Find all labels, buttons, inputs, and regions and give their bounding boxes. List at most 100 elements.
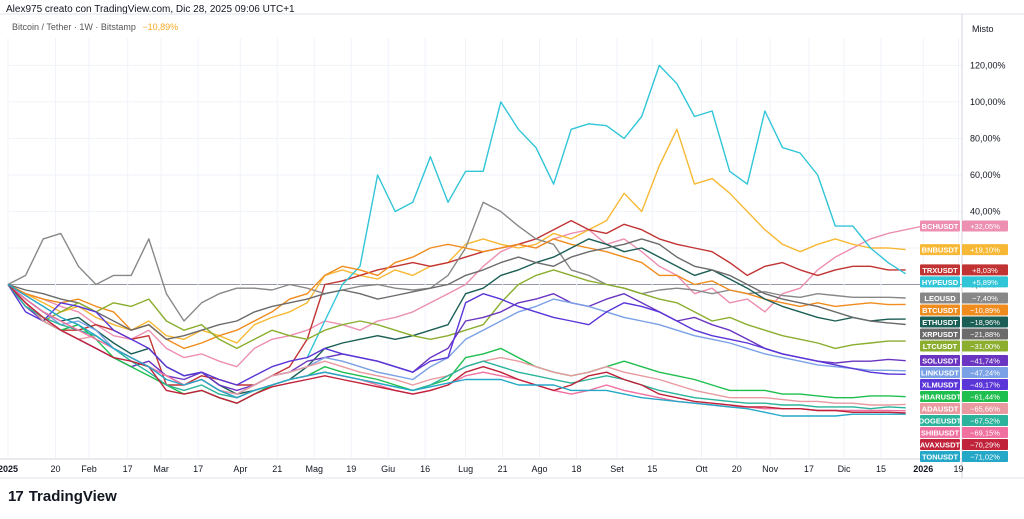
series-value-text: −70,29% — [970, 441, 1000, 450]
series-name-text: BNBUSDT — [922, 246, 959, 255]
series-name-text: LEOUSD — [924, 294, 956, 303]
x-tick-label: 19 — [346, 464, 356, 474]
series-name-text: TRXUSDT — [922, 266, 958, 275]
series-label-ethusdt[interactable]: ETHUSDT −18,96% — [920, 316, 1008, 328]
x-tick-label: Lug — [458, 464, 473, 474]
series-line-hypeusd[interactable] — [306, 64, 907, 358]
axis-mode-label[interactable]: Misto — [972, 24, 994, 34]
series-value-text: −61,44% — [970, 393, 1000, 402]
series-label-leousd[interactable]: LEOUSD −7,40% — [920, 292, 1008, 304]
x-tick-label: Feb — [81, 464, 97, 474]
series-label-hbarusdt[interactable]: HBARUSDT −61,44% — [919, 391, 1008, 402]
series-value-badge — [962, 403, 1008, 414]
series-label-ltcusdt[interactable]: LTCUSDT −31,00% — [920, 340, 1008, 352]
x-tick-label: 17 — [193, 464, 203, 474]
series-label-xlmusdt[interactable]: XLMUSDT −49,17% — [920, 379, 1008, 390]
series-value-text: −21,88% — [970, 330, 1000, 339]
y-tick-label: 120,00% — [970, 60, 1006, 70]
x-tick-label: 2025 — [0, 464, 18, 474]
series-value-badge — [962, 220, 1008, 232]
series-name-badge — [920, 379, 960, 390]
series-name-badge — [920, 391, 960, 402]
series-value-text: +19,10% — [970, 246, 1000, 255]
series-label-btcusdt[interactable]: BTCUSDT −10,89% — [920, 304, 1008, 316]
y-tick-label: 100,00% — [970, 97, 1006, 107]
series-value-text: −47,24% — [970, 369, 1000, 378]
series-name-badge — [920, 264, 960, 276]
series-name-badge — [920, 427, 960, 438]
x-tick-label: Giu — [381, 464, 395, 474]
series-name-text: HBARUSDT — [919, 393, 962, 402]
series-label-tonusdt[interactable]: TONUSDT −71,02% — [920, 451, 1008, 462]
tradingview-logo-mark: 17 — [8, 488, 24, 505]
series-label-adausdt[interactable]: ADAUSDT −65,66% — [920, 403, 1008, 414]
series-line-avaxusdt[interactable] — [7, 284, 906, 414]
series-value-badge — [962, 264, 1008, 276]
series-label-bnbusdt[interactable]: BNBUSDT +19,10% — [920, 244, 1008, 256]
series-name-badge — [920, 367, 960, 378]
series-label-xrpusdt[interactable]: XRPUSDT −21,88% — [920, 328, 1008, 340]
series-name-badge — [920, 328, 960, 340]
series-line-trxusdt[interactable] — [7, 219, 906, 386]
series-name-text: TONUSDT — [922, 453, 959, 462]
series-line-leousd[interactable] — [7, 201, 906, 322]
series-name-badge — [920, 340, 960, 352]
y-tick-label: 40,00% — [970, 206, 1001, 216]
series-value-text: −7,40% — [972, 294, 998, 303]
series-name-badge — [920, 403, 960, 414]
series-line-xlmusdt[interactable] — [7, 284, 906, 386]
series-line-ltcusdt[interactable] — [7, 269, 906, 350]
x-tick-label: Dic — [838, 464, 851, 474]
series-label-shibusdt[interactable]: SHIBUSDT −69,15% — [920, 427, 1008, 438]
tradingview-logo[interactable]: 17 TradingView — [8, 488, 117, 505]
series-name-text: BTCUSDT — [922, 306, 958, 315]
series-value-text: −49,17% — [970, 381, 1000, 390]
series-label-linkusdt[interactable]: LINKUSDT −47,24% — [920, 367, 1008, 378]
series-value-text: −65,66% — [970, 405, 1000, 414]
series-line-xrpusdt[interactable] — [7, 238, 906, 340]
x-tick-label: 17 — [804, 464, 814, 474]
series-name-text: HYPEUSD — [922, 278, 959, 287]
series-line-bchusdt[interactable] — [7, 225, 924, 368]
series-name-badge — [920, 276, 960, 288]
x-tick-label: Mar — [153, 464, 169, 474]
series-line-solusdt[interactable] — [7, 284, 906, 392]
series-value-badge — [962, 276, 1008, 288]
x-tick-label: 16 — [420, 464, 430, 474]
series-label-avaxusdt[interactable]: AVAXUSDT −70,29% — [920, 439, 1008, 450]
tradingview-logo-text: TradingView — [28, 488, 117, 505]
series-value-badge — [962, 355, 1008, 366]
x-tick-label: 15 — [876, 464, 886, 474]
series-line-hbarusdt[interactable] — [7, 284, 906, 404]
series-label-trxusdt[interactable]: TRXUSDT +8,03% — [920, 264, 1008, 276]
series-line-dogeusdt[interactable] — [7, 284, 906, 410]
series-line-shibusdt[interactable] — [7, 283, 906, 412]
series-name-badge — [920, 415, 960, 426]
series-name-badge — [920, 244, 960, 256]
series-label-solusdt[interactable]: SOLUSDT −41,74% — [920, 355, 1008, 366]
time-axis: 2025 20 Feb 17 Mar 17 Apr 21 Mag 19 Giu 16 Lug 21 Ago 1… — [0, 458, 963, 474]
x-tick-label: Ago — [532, 464, 548, 474]
series-name-badge — [920, 451, 960, 462]
series-name-text: LTCUSDT — [923, 342, 958, 351]
series-group — [7, 64, 924, 417]
x-tick-label: 21 — [498, 464, 508, 474]
x-tick-label: Apr — [233, 464, 247, 474]
x-tick-label: 2026 — [913, 464, 933, 474]
series-name-text: AVAXUSDT — [920, 441, 961, 450]
series-label-hypeusd[interactable]: HYPEUSD +5,89% — [920, 276, 1008, 288]
series-label-dogeusdt[interactable]: DOGEUSDT −67,52% — [919, 415, 1008, 426]
series-name-text: SHIBUSDT — [921, 429, 960, 438]
series-value-text: −10,89% — [970, 306, 1000, 315]
x-tick-label: Set — [610, 464, 624, 474]
symbol-legend[interactable]: Bitcoin / Tether · 1W · Bitstamp −10,89% — [12, 22, 178, 32]
series-label-bchusdt[interactable]: BCHUSDT +32,05% — [920, 220, 1008, 232]
x-tick-label: Mag — [306, 464, 324, 474]
symbol-legend-name: Bitcoin / Tether · 1W · Bitstamp — [12, 22, 136, 32]
x-tick-label: 18 — [572, 464, 582, 474]
series-line-bnbusdt[interactable] — [7, 128, 906, 344]
series-line-tonusdt[interactable] — [7, 283, 906, 417]
x-tick-label: 21 — [272, 464, 282, 474]
series-name-text: LINKUSDT — [921, 369, 959, 378]
